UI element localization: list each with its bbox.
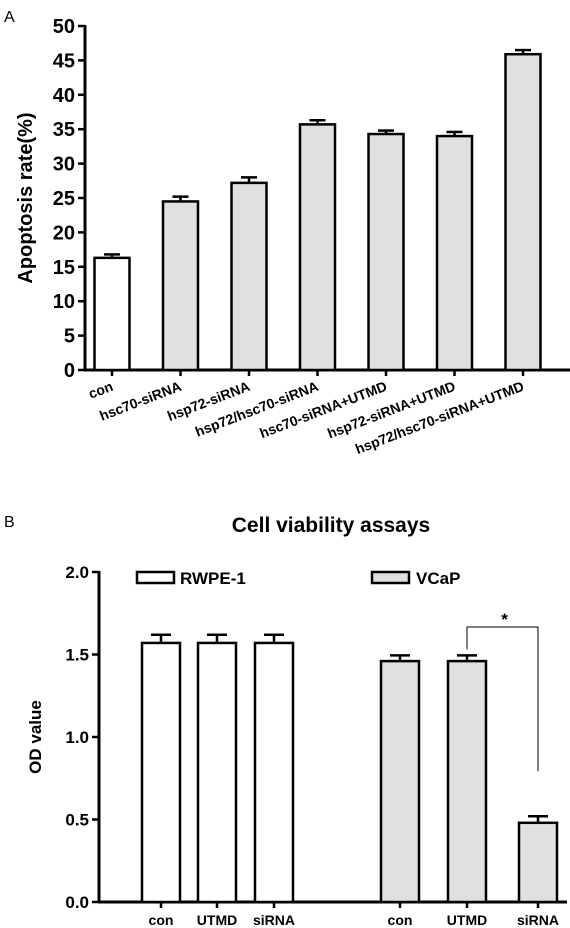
y-tick-label: 1.5 bbox=[65, 646, 89, 665]
y-axis-title: Apoptosis rate(%) bbox=[15, 112, 37, 283]
category-label: siRNA bbox=[253, 912, 295, 928]
panel-b-label: B bbox=[4, 514, 15, 531]
y-tick-label: 45 bbox=[53, 50, 75, 72]
significance-bracket bbox=[466, 626, 539, 772]
y-tick-label: 30 bbox=[53, 154, 75, 176]
bar bbox=[253, 641, 295, 904]
bar bbox=[517, 821, 559, 904]
significance-star: * bbox=[501, 610, 508, 629]
y-tick-label: 35 bbox=[53, 119, 75, 141]
category-label: con bbox=[149, 912, 174, 928]
bar bbox=[196, 641, 238, 904]
cell-viability-chart: Cell viability assays 0.0 0.5 1.0 1.5 2.0 OD v… bbox=[26, 514, 567, 928]
bar bbox=[140, 641, 182, 904]
panel-a-label: A bbox=[4, 9, 15, 26]
y-tick-label: 0.0 bbox=[65, 893, 89, 912]
legend-label: RWPE-1 bbox=[180, 569, 246, 588]
legend-swatch bbox=[135, 570, 176, 585]
y-tick-label: 10 bbox=[53, 291, 75, 313]
legend-label: VCaP bbox=[416, 569, 460, 588]
category-label: UTMD bbox=[197, 912, 237, 928]
category-label: siRNA bbox=[517, 912, 559, 928]
bar bbox=[93, 256, 131, 372]
y-tick-label: 15 bbox=[53, 257, 75, 279]
bar bbox=[446, 659, 488, 904]
apoptosis-rate-chart: 0 5 10 15 20 25 30 35 40 45 50 Apoptosis rate(%) con… bbox=[15, 16, 570, 457]
y-tick-label: 2.0 bbox=[65, 563, 89, 582]
y-tick-label: 50 bbox=[53, 16, 75, 38]
bar bbox=[367, 132, 405, 372]
category-label: con bbox=[388, 912, 413, 928]
category-label: con bbox=[86, 378, 115, 402]
bar bbox=[161, 200, 200, 372]
category-label: UTMD bbox=[447, 912, 487, 928]
legend-swatch bbox=[370, 570, 411, 585]
y-tick-label: 0 bbox=[64, 360, 75, 382]
bar bbox=[379, 659, 421, 904]
y-tick-label: 0.5 bbox=[65, 811, 89, 830]
bar bbox=[230, 181, 268, 372]
y-axis-title: OD value bbox=[26, 700, 45, 774]
bar bbox=[435, 134, 474, 372]
y-tick-label: 40 bbox=[53, 85, 75, 107]
bar bbox=[504, 52, 542, 372]
y-tick-label: 1.0 bbox=[65, 728, 89, 747]
y-tick-label: 20 bbox=[53, 222, 75, 244]
y-tick-label: 25 bbox=[53, 188, 75, 210]
bar bbox=[298, 123, 337, 372]
chart-title: Cell viability assays bbox=[232, 514, 430, 537]
y-tick-label: 5 bbox=[64, 326, 75, 348]
